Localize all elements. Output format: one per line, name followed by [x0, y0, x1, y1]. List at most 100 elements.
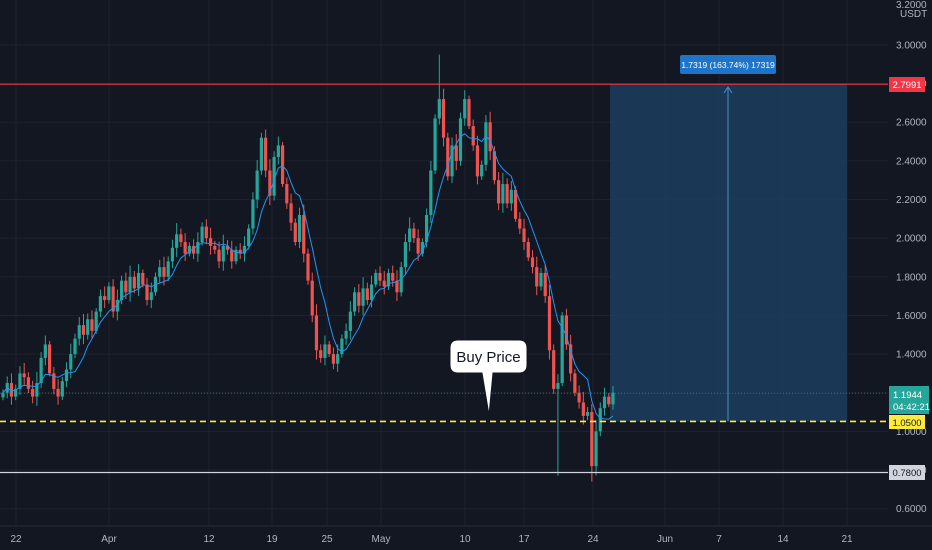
candle-body [158, 267, 162, 277]
time-tick-label: Jun [657, 534, 673, 545]
current-price-tag: 1.1944 04:42:21 [889, 386, 930, 414]
price-tick-label: 1.0000 [896, 427, 927, 438]
time-tick-label: 7 [716, 534, 722, 545]
candle-body [560, 315, 564, 384]
candle-body [513, 189, 518, 219]
candle-body [103, 296, 107, 300]
candle-body [336, 354, 340, 364]
svg-text:04:42:21: 04:42:21 [893, 402, 930, 413]
candle-body [213, 245, 217, 250]
candle-body [9, 383, 14, 397]
candle-body [369, 284, 374, 300]
candle-body [81, 325, 86, 335]
candle-body [331, 354, 336, 364]
candle-body [602, 396, 607, 409]
candle-body [22, 373, 26, 378]
candle-body [509, 189, 513, 204]
candle-body [39, 357, 43, 384]
candle-body [450, 145, 454, 177]
candle-body [433, 118, 437, 171]
candle-body [416, 238, 420, 254]
candle-body [408, 228, 412, 243]
candle-body [310, 280, 314, 316]
candle-body [238, 249, 242, 254]
candle-body [314, 315, 319, 351]
candle-body [611, 392, 615, 405]
candle-body [111, 286, 115, 312]
candle-body [497, 180, 501, 204]
candle-body [463, 99, 467, 119]
candle-body [306, 253, 310, 281]
time-tick-label: 21 [841, 534, 853, 545]
candle-body [166, 261, 170, 277]
candle-body [56, 388, 60, 397]
time-tick-label: 17 [518, 534, 530, 545]
candle-body [145, 284, 149, 300]
candle-body [344, 330, 348, 339]
candle-body [374, 272, 378, 285]
candle-body [26, 377, 31, 389]
candle-body [230, 249, 234, 262]
candle-body [208, 238, 213, 246]
candle-body [136, 272, 141, 289]
time-tick-label: 22 [10, 534, 22, 545]
price-unit: USDT [900, 9, 927, 20]
candle-body [170, 247, 175, 262]
time-tick-label: 19 [266, 534, 278, 545]
candle-body [361, 288, 365, 306]
candle-body [183, 242, 187, 254]
price-tick-label: 1.6000 [896, 311, 927, 322]
time-tick-label: May [372, 534, 391, 545]
price-tick-label: 2.2000 [896, 195, 927, 206]
candle-body [141, 272, 145, 285]
candle-body [569, 344, 573, 374]
candle-body [386, 272, 391, 287]
candle-body [90, 319, 94, 331]
resistance-price-tag: 2.7991 [889, 77, 925, 92]
candle-body [98, 296, 103, 312]
candle-body [412, 228, 416, 239]
candle-body [175, 234, 179, 248]
candle-body [399, 267, 403, 293]
candle-body [94, 311, 98, 331]
candle-body [69, 354, 73, 370]
candle-body [128, 276, 132, 293]
candle-body [31, 388, 35, 397]
candle-body [471, 126, 475, 146]
candle-body [378, 272, 382, 281]
time-tick-label: 14 [777, 534, 789, 545]
candle-body [522, 228, 526, 243]
time-tick-label: 10 [459, 534, 471, 545]
candle-body [264, 137, 268, 171]
candle-body [86, 319, 90, 335]
candle-body [120, 280, 124, 300]
candle-body [594, 431, 598, 467]
time-axis[interactable]: 22 Apr 12 19 25 May 10 17 24 Jun 7 14 21 [0, 525, 932, 550]
candle-body [319, 350, 323, 358]
candle-body [124, 280, 128, 293]
candle-body [268, 170, 272, 196]
candle-body [581, 402, 585, 416]
candle-body [132, 276, 136, 289]
time-tick-label: 25 [321, 534, 333, 545]
svg-text:0.7800: 0.7800 [892, 468, 921, 479]
moving-average-line [2, 133, 614, 420]
candle-body [293, 222, 297, 243]
price-tick-label: 1.8000 [896, 272, 927, 283]
candle-body [446, 137, 450, 177]
candlestick-series [1, 54, 615, 482]
time-tick-label: 12 [203, 534, 215, 545]
time-tick-label: 24 [587, 534, 599, 545]
candle-body [280, 145, 285, 185]
candle-body [585, 412, 590, 416]
candle-body [225, 245, 230, 250]
buy-price-callout[interactable]: Buy Price [449, 339, 528, 416]
candle-body [395, 280, 399, 293]
candle-body [64, 369, 69, 382]
candle-body [573, 373, 577, 393]
candle-body [590, 412, 594, 467]
candle-body [518, 218, 522, 229]
candle-body [539, 272, 543, 287]
candle-body [480, 164, 484, 177]
